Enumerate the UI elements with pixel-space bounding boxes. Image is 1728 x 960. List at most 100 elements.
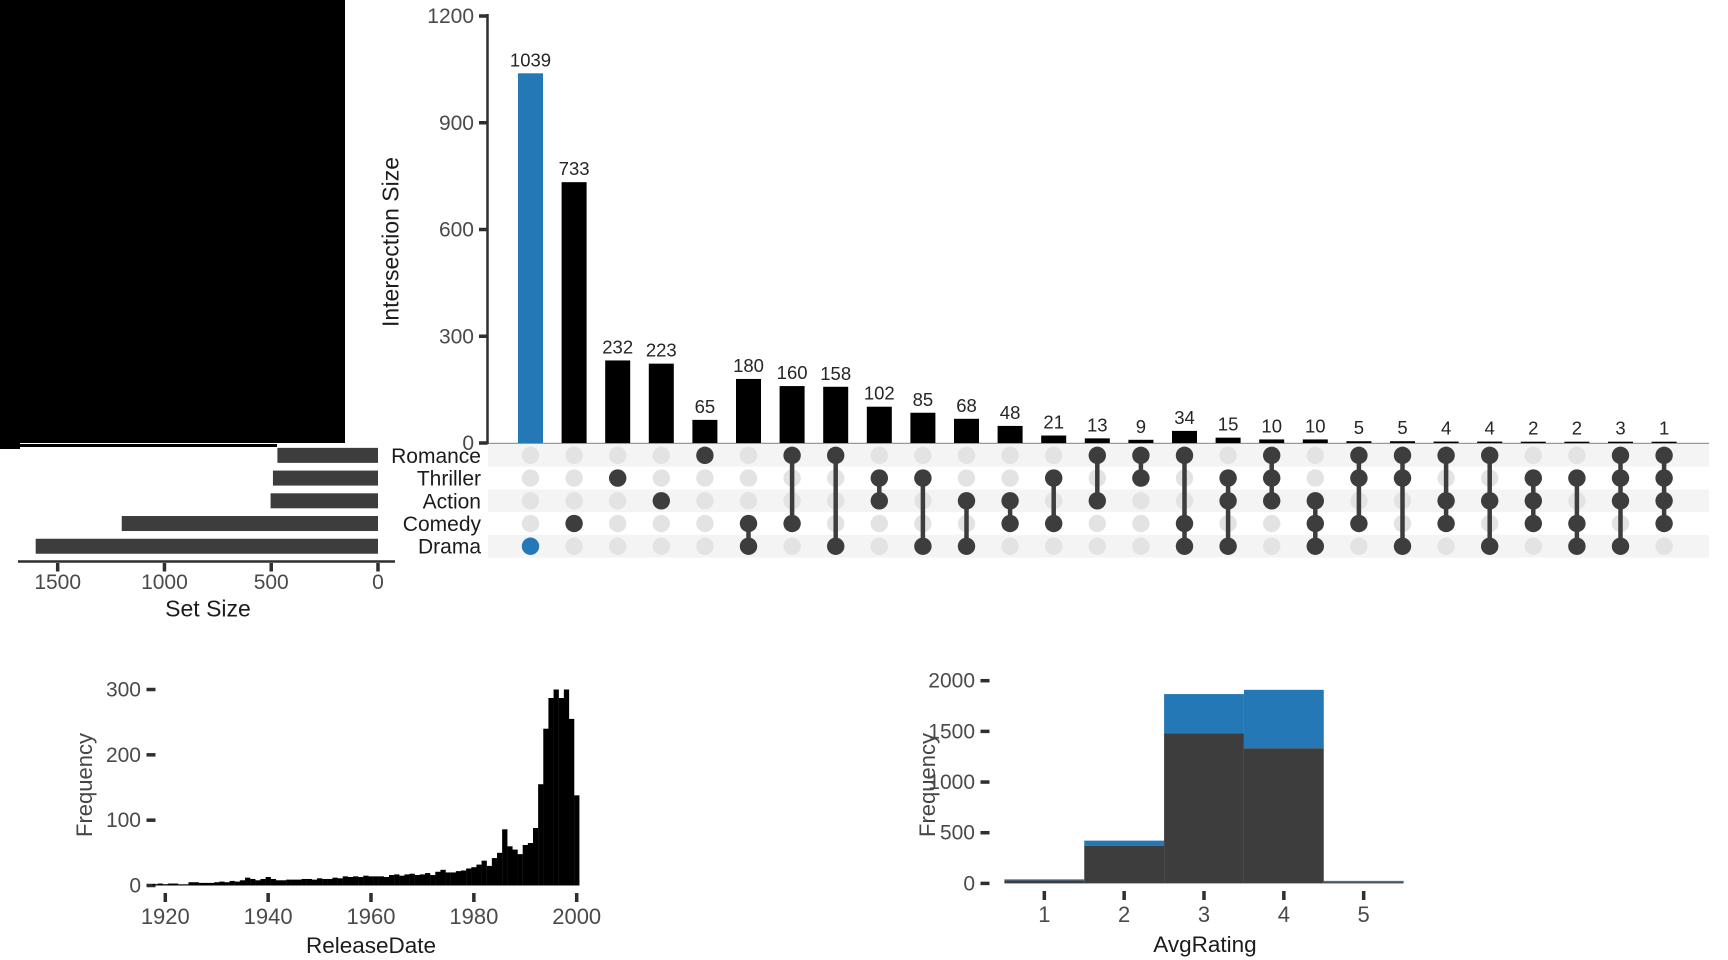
matrix-dot-active xyxy=(1263,469,1281,487)
intersection-bar-value: 15 xyxy=(1218,414,1239,435)
intersection-y-tick xyxy=(479,441,488,445)
matrix-dot-active xyxy=(1088,446,1107,465)
release-x-tick xyxy=(163,893,168,902)
release-histogram-bar xyxy=(245,877,251,886)
intersection-y-tick xyxy=(479,227,488,232)
release-histogram-bar xyxy=(193,882,199,886)
intersection-bar xyxy=(1433,441,1459,443)
rating-x-tick xyxy=(1282,891,1286,900)
matrix-dot-active xyxy=(870,469,888,487)
release-frequency-axis-title: Frequency xyxy=(72,733,97,837)
release-histogram-bar xyxy=(512,849,518,886)
matrix-dot-active xyxy=(827,446,845,465)
intersection-bar xyxy=(954,418,979,443)
matrix-dot-inactive xyxy=(521,469,540,487)
matrix-dot-active xyxy=(783,446,801,465)
matrix-dot-active xyxy=(1437,446,1455,465)
matrix-dot-inactive xyxy=(696,537,714,555)
rating-bar-blue-segment xyxy=(1004,879,1085,881)
release-histogram-bar xyxy=(553,689,559,886)
rating-bar-dark-segment xyxy=(1084,845,1165,884)
release-x-tick xyxy=(574,893,579,902)
matrix-dot-inactive xyxy=(1132,537,1150,555)
intersection-bar-value: 85 xyxy=(913,389,934,410)
set-row-label: Action xyxy=(423,490,481,513)
intersection-bar xyxy=(518,73,543,443)
matrix-dot-inactive xyxy=(1088,537,1107,555)
intersection-bar-value: 4 xyxy=(1485,418,1495,439)
matrix-dot-active xyxy=(1088,492,1107,510)
matrix-dot-inactive xyxy=(1088,514,1107,533)
matrix-dot-active xyxy=(1219,469,1237,487)
release-histogram-bar xyxy=(548,698,554,886)
rating-bar-blue-segment xyxy=(1323,880,1404,883)
matrix-dot-inactive xyxy=(652,537,670,555)
matrix-dot-inactive xyxy=(696,514,714,533)
release-histogram-bar xyxy=(157,883,163,886)
set-size-bar xyxy=(272,470,378,486)
intersection-bar xyxy=(866,406,892,443)
release-histogram-bar xyxy=(209,882,215,886)
matrix-dot-inactive xyxy=(521,492,540,510)
release-histogram-bar xyxy=(574,795,580,886)
release-histogram-bar xyxy=(250,878,256,886)
intersection-bar-value: 158 xyxy=(820,363,851,384)
release-histogram-bar xyxy=(167,883,174,886)
intersection-bar-value: 223 xyxy=(646,340,677,361)
intersection-y-tick-label: 0 xyxy=(462,432,474,455)
intersection-bar xyxy=(1390,441,1415,443)
matrix-dot-active xyxy=(1132,469,1150,487)
matrix-dot-inactive xyxy=(652,446,670,465)
release-histogram-bar xyxy=(306,878,313,886)
set-size-x-tick xyxy=(376,563,380,572)
matrix-dot-active xyxy=(1306,537,1325,555)
release-histogram-bar xyxy=(358,877,364,886)
intersection-bar-value: 5 xyxy=(1397,417,1407,438)
release-histogram-bar xyxy=(481,860,487,886)
release-histogram-bar xyxy=(265,877,271,886)
intersection-bar-value: 10 xyxy=(1305,415,1326,436)
intersection-bar xyxy=(1520,441,1546,443)
matrix-dot-inactive xyxy=(1132,492,1150,510)
intersection-y-tick-label: 300 xyxy=(439,325,474,348)
release-histogram-bar xyxy=(445,872,451,886)
matrix-dot-active xyxy=(827,537,845,555)
black-region-edge-line xyxy=(20,444,277,447)
matrix-dot-active xyxy=(1611,446,1630,465)
matrix-dot-active xyxy=(1655,446,1673,465)
intersection-bar-value: 2 xyxy=(1528,418,1538,439)
matrix-dot-inactive xyxy=(1263,514,1281,533)
matrix-dot-inactive xyxy=(609,514,627,533)
intersection-bar-value: 4 xyxy=(1441,418,1451,439)
release-histogram-bar xyxy=(286,879,292,886)
release-histogram-bar xyxy=(568,718,575,886)
set-size-x-tick-label: 1500 xyxy=(34,571,81,594)
intersection-bar-value: 48 xyxy=(1000,402,1021,423)
intersection-bar xyxy=(605,360,631,443)
intersection-bar-value: 9 xyxy=(1136,416,1146,437)
rating-x-tick xyxy=(1042,891,1047,900)
release-y-tick xyxy=(146,687,156,692)
matrix-dot-active xyxy=(1132,446,1150,465)
matrix-dot-active xyxy=(1524,469,1543,487)
intersection-bar xyxy=(561,182,587,443)
release-histogram-bar xyxy=(214,882,220,886)
intersection-bar xyxy=(1608,441,1633,443)
release-y-tick xyxy=(146,883,156,888)
rating-y-tick xyxy=(980,780,990,784)
release-x-tick xyxy=(472,893,476,902)
matrix-dot-active xyxy=(1263,492,1281,510)
intersection-bar xyxy=(1215,437,1241,443)
matrix-dot-inactive xyxy=(957,446,976,465)
release-histogram-bar xyxy=(301,878,307,886)
release-histogram-bar xyxy=(342,876,349,886)
set-size-x-tick-label: 0 xyxy=(372,571,384,594)
matrix-dot-inactive xyxy=(1437,537,1455,555)
release-histogram-bar xyxy=(203,882,210,886)
rating-x-tick-label: 2 xyxy=(1118,902,1130,927)
release-histogram-bar xyxy=(353,876,359,886)
matrix-dot-inactive xyxy=(1568,446,1586,465)
matrix-dot-inactive xyxy=(957,469,976,487)
release-histogram-bar xyxy=(234,881,241,886)
intersection-bar xyxy=(692,419,718,443)
